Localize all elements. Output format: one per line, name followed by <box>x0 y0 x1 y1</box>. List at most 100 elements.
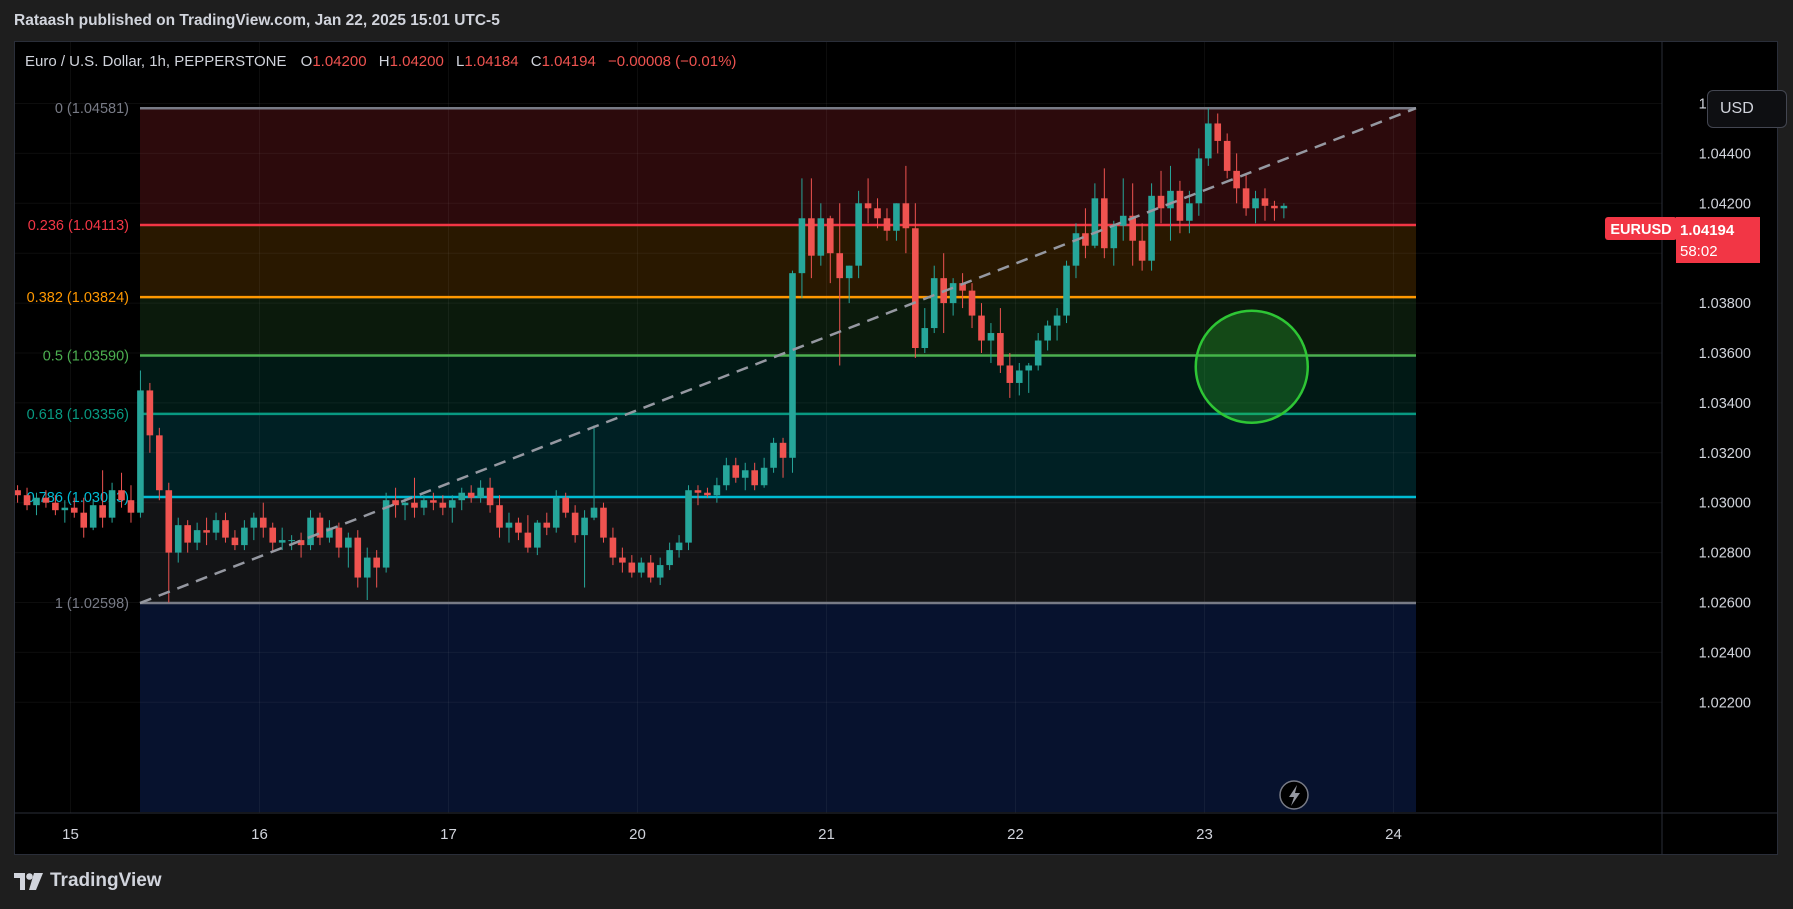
fib-zone-4 <box>140 413 1416 497</box>
candle-body <box>137 390 144 513</box>
legend-h-label: H <box>379 53 390 70</box>
candle-body <box>288 540 295 542</box>
candle-body <box>354 537 362 578</box>
candle-body <box>836 253 844 279</box>
candle-body <box>222 520 229 538</box>
lightning-icon[interactable] <box>1279 780 1309 810</box>
tradingview-brand[interactable]: TradingView <box>14 870 162 892</box>
time-tick-label: 16 <box>251 826 268 843</box>
candle-body <box>193 530 201 543</box>
candle-body <box>23 495 31 506</box>
fib-levels[interactable]: 0 (1.04581) 0.236 (1.04113) 0.382 (1.03824… <box>27 101 1416 612</box>
candles <box>14 108 1288 603</box>
candle-body <box>486 487 494 506</box>
candle-body <box>1025 365 1033 371</box>
candle-body <box>1252 198 1259 209</box>
candle-body <box>1280 205 1288 209</box>
candle-body <box>259 517 267 528</box>
fib-label-0: 0 (1.04581) <box>55 101 129 117</box>
time-tick-label: 15 <box>62 826 79 843</box>
candle-body <box>420 500 428 508</box>
candle-body <box>893 203 900 231</box>
price-tick-label: 1.02800 <box>1699 546 1751 562</box>
candle-body <box>949 283 957 304</box>
legend-symbol: Euro / U.S. Dollar, 1h, PEPPERSTONE <box>25 53 287 70</box>
currency-button[interactable]: USD <box>1707 90 1787 128</box>
brand-name: TradingView <box>50 870 162 891</box>
last-price-tag: EURUSD 1.04194 58:02 <box>1605 217 1760 263</box>
candle-body <box>250 517 258 528</box>
time-tick-label: 17 <box>440 826 457 843</box>
price-tag-symbol: EURUSD <box>1610 222 1671 238</box>
candle-body <box>203 530 210 533</box>
candle-body <box>184 525 191 543</box>
candle-body <box>704 492 711 496</box>
candle-body <box>845 265 853 279</box>
candle-body <box>1242 188 1250 209</box>
candle-body <box>571 512 579 536</box>
candle-body <box>609 537 617 558</box>
chart-frame[interactable]: 0 (1.04581) 0.236 (1.04113) 0.382 (1.03824… <box>14 41 1787 855</box>
time-tick-label: 23 <box>1196 826 1213 843</box>
candle-body <box>316 517 324 538</box>
candle-body <box>978 315 985 341</box>
legend-c-label: C <box>531 53 542 70</box>
candle-body <box>902 203 910 229</box>
candlestick-chart[interactable]: 0 (1.04581) 0.236 (1.04113) 0.382 (1.03824… <box>14 42 1777 854</box>
candle-body <box>713 485 721 496</box>
candle-body <box>543 522 551 528</box>
candle-body <box>997 333 1004 366</box>
candle-body <box>430 500 437 503</box>
candle-body <box>912 228 919 349</box>
candle-body <box>1214 123 1222 141</box>
candle-body <box>326 527 333 538</box>
fib-label-0.5: 0.5 (1.03590) <box>43 348 129 364</box>
candle-body <box>14 490 21 496</box>
time-axis[interactable]: 15 16 17 20 21 22 23 24 <box>62 826 1402 843</box>
candle-body <box>552 497 560 528</box>
candle-body <box>70 507 78 513</box>
candle-body <box>127 500 135 513</box>
candle-body <box>307 517 314 546</box>
time-tick-label: 20 <box>629 826 646 843</box>
candle-body <box>808 218 815 256</box>
legend-high: 1.04200 <box>390 53 444 70</box>
candle-body <box>345 537 352 548</box>
candle-body <box>269 527 277 543</box>
fib-zone-1 <box>140 225 1416 298</box>
fib-zone-3 <box>140 355 1416 414</box>
candle-body <box>779 442 787 458</box>
price-tick-label: 1.03400 <box>1699 396 1751 412</box>
candle-body <box>373 557 380 568</box>
candle-body <box>156 435 163 491</box>
candle-body <box>921 328 929 349</box>
candle-body <box>439 502 447 508</box>
candle-body <box>1044 325 1051 341</box>
trend-line[interactable] <box>139 107 1417 605</box>
candle-body <box>1233 170 1240 189</box>
legend-l-label: L <box>456 53 464 70</box>
candle-body <box>562 497 569 513</box>
candle-body <box>1261 198 1269 206</box>
candle-body <box>883 218 891 231</box>
candle-body <box>99 505 106 518</box>
candle-body <box>1091 198 1099 246</box>
time-axis-bg <box>15 813 1777 854</box>
candle-body <box>798 218 806 274</box>
candle-body <box>363 557 371 578</box>
candle-body <box>1034 340 1042 366</box>
candle-body <box>637 562 645 573</box>
candle-body <box>968 290 976 316</box>
candle-body <box>165 490 173 553</box>
candle-body <box>61 507 69 511</box>
candle-body <box>600 507 607 538</box>
highlight-circle[interactable] <box>1194 309 1309 424</box>
candle-body <box>33 497 40 506</box>
candle-body <box>118 490 125 501</box>
candle-body <box>231 537 239 546</box>
candle-body <box>467 492 475 498</box>
candle-body <box>534 522 541 548</box>
candle-body <box>80 512 88 528</box>
price-tick-label: 1.03000 <box>1699 496 1751 512</box>
candle-body <box>1082 233 1089 246</box>
